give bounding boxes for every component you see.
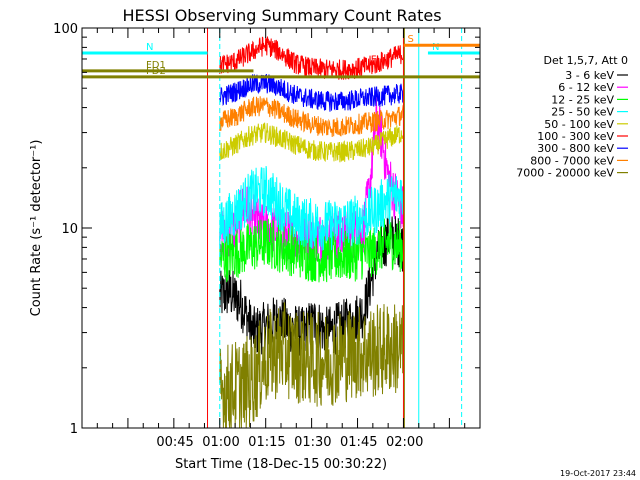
legend-label: 25 - 50 keV	[551, 106, 614, 119]
x-tick-label: 01:45	[340, 435, 377, 450]
flag-label: N	[432, 42, 439, 53]
series-line	[219, 36, 404, 80]
series-line	[219, 122, 404, 163]
x-axis-label: Start Time (18-Dec-15 00:30:22)	[175, 457, 387, 472]
y-axis-ticks: 1 10 100	[53, 22, 480, 437]
legend-label: 12 - 25 keV	[551, 93, 614, 106]
series-traces	[219, 36, 404, 429]
y-tick-label: 1	[70, 422, 78, 437]
legend-title: Det 1,5,7, Att 0	[544, 54, 628, 67]
legend-label: 50 - 100 keV	[544, 118, 614, 131]
legend-label: 100 - 300 keV	[537, 130, 614, 143]
series-line	[219, 218, 404, 283]
x-tick-label: 01:30	[294, 435, 331, 450]
y-tick-label: 10	[61, 222, 78, 237]
vertical-markers	[207, 28, 463, 428]
legend-label: 7000 - 20000 keV	[516, 167, 614, 180]
y-axis-label: Count Rate (s⁻¹ detector⁻¹)	[29, 140, 44, 317]
x-tick-label: 00:45	[156, 435, 193, 450]
footer-timestamp: 19-Oct-2017 23:44	[560, 469, 636, 478]
chart-title: HESSI Observing Summary Count Rates	[122, 6, 441, 25]
flag-label: S	[407, 34, 413, 45]
flag-label: F	[371, 54, 377, 65]
legend-label: 800 - 7000 keV	[530, 154, 614, 167]
flag-label: FD2	[146, 66, 166, 77]
series-line	[219, 213, 404, 356]
series-line	[219, 165, 404, 251]
x-tick-label: 02:00	[386, 435, 423, 450]
y-tick-label: 100	[53, 22, 78, 37]
legend-label: 300 - 800 keV	[537, 142, 614, 155]
flag-label: FD1	[146, 60, 166, 71]
x-tick-label: 01:15	[248, 435, 285, 450]
legend-label: 3 - 6 keV	[565, 69, 614, 82]
x-axis-ticks: 00:45 01:00 01:15 01:30 01:45 02:00	[96, 28, 466, 450]
flag-label: N	[146, 42, 153, 53]
legend-label: 6 - 12 keV	[558, 81, 614, 94]
series-line	[219, 302, 404, 429]
x-tick-label: 01:00	[202, 435, 239, 450]
series-line	[219, 96, 404, 138]
